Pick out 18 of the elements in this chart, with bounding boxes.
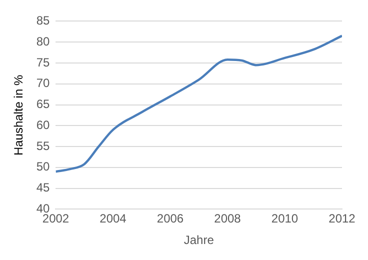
line-series [56,34,342,173]
y-tick-label: 75 [36,55,50,70]
x-axis-title: Jahre [184,233,214,248]
y-tick-label: 50 [36,160,50,174]
y-tick-label: 55 [36,138,50,153]
x-tick-label: 2004 [100,212,127,226]
y-axis-title: Haushalte in % [12,74,26,156]
y-tick-label: 70 [36,76,50,90]
y-tick-label: 60 [36,118,50,132]
x-tick-label: 2008 [214,212,242,226]
y-tick-label: 80 [36,34,50,48]
y-tick-label: 85 [36,14,50,28]
x-tick-label: 2002 [42,212,70,226]
y-tick-label: 45 [36,180,50,195]
x-tick-label: 2006 [156,212,184,226]
x-tick-label: 2010 [271,212,298,226]
y-tick-label: 65 [36,97,50,112]
x-tick-label: 2012 [328,212,356,226]
